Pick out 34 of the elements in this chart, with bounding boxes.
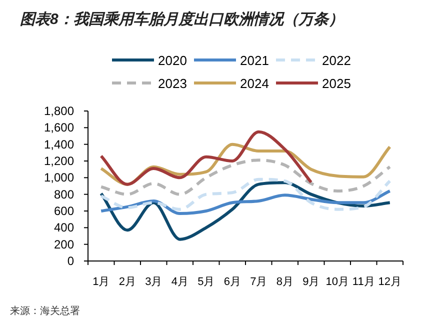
x-tick-label: 9月 [302,276,320,288]
legend-label: 2024 [240,76,269,91]
x-tick-label: 3月 [145,276,162,288]
y-tick-label: 400 [54,220,74,235]
chart-title: 图表8：我国乘用车胎月度出口欧洲情况（万条） [20,10,344,28]
y-tick-label: 600 [54,204,74,218]
legend-label: 2025 [322,76,351,91]
y-tick-label: 1,200 [44,154,74,168]
y-tick-label: 0 [67,254,74,268]
legend-label: 2021 [240,53,269,68]
line-series [100,190,392,215]
y-tick-label: 800 [54,187,74,202]
legend-label: 2020 [158,53,187,68]
line-series [100,158,392,196]
x-tick-label: 6月 [224,276,241,288]
y-tick-label: 1,800 [44,104,74,118]
y-tick-label: 1,600 [44,120,74,135]
x-tick-label: 1月 [92,276,110,288]
x-tick-label: 4月 [171,276,188,288]
line-series [100,130,313,186]
x-tick-label: 7月 [250,276,268,288]
x-tick-label: 8月 [276,276,294,288]
source-note: 来源：海关总署 [10,305,80,317]
x-tick-label: 12月 [378,276,402,288]
y-tick-label: 1,400 [44,137,74,152]
line-series [100,178,392,211]
y-tick-label: 200 [54,237,74,252]
legend-label: 2023 [158,76,187,91]
x-tick-label: 5月 [198,276,215,288]
legend-label: 2022 [322,53,351,68]
x-tick-label: 11月 [352,276,375,288]
y-tick-label: 1,000 [44,170,74,185]
x-tick-label: 2月 [118,276,136,288]
x-tick-label: 10月 [326,276,349,288]
